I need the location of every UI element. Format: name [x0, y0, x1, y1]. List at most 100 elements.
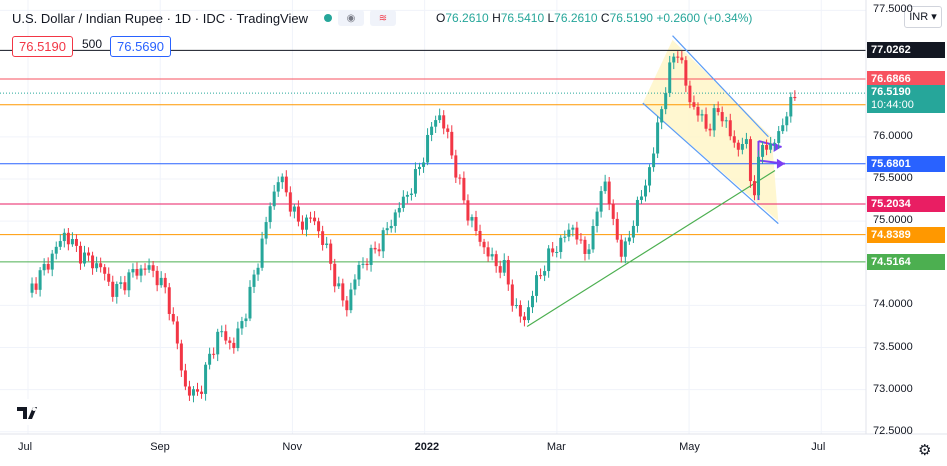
candle-body	[208, 353, 212, 365]
candle-body	[422, 162, 426, 167]
candle-body	[405, 194, 409, 197]
candle-body	[688, 85, 692, 103]
candle-body	[288, 192, 292, 212]
candle-body	[309, 217, 313, 219]
candle-body	[183, 370, 187, 387]
grid	[0, 0, 866, 434]
bars-icon[interactable]: ≋	[370, 10, 396, 26]
candle-body	[296, 206, 300, 222]
candle-body	[474, 217, 478, 231]
x-tick-label: 2022	[414, 441, 440, 453]
candle-body	[417, 166, 421, 170]
candle-body	[349, 289, 353, 311]
candle-body	[179, 343, 183, 371]
y-tick-label: 73.0000	[873, 382, 913, 395]
currency-button[interactable]: INR ▾	[904, 6, 942, 28]
x-tick-label: Nov	[282, 441, 302, 453]
candle-body	[345, 300, 349, 311]
channel-lower-line	[642, 102, 779, 225]
candle-body	[744, 139, 748, 144]
x-tick-label: Jul	[811, 441, 826, 453]
candle-body	[648, 167, 652, 186]
candle-body	[639, 196, 643, 200]
candle-body	[62, 232, 66, 242]
candle-body	[397, 207, 401, 213]
candle-body	[361, 263, 365, 265]
candle-body	[268, 206, 272, 223]
candle-body	[724, 120, 728, 122]
candle-body	[155, 270, 159, 286]
channel-upper-line	[672, 35, 769, 138]
y-tick-label: 74.0000	[873, 298, 913, 311]
arrow-head	[773, 141, 782, 152]
candle-body	[46, 263, 50, 270]
x-tick-label: Jul	[18, 441, 33, 453]
y-tick-label: 77.5000	[873, 3, 913, 16]
candle-body	[599, 191, 603, 212]
candle-body	[644, 185, 648, 197]
candle-body	[107, 273, 111, 282]
candle-body	[123, 282, 127, 291]
candle-body	[478, 230, 482, 242]
settings-icon[interactable]: ⚙	[918, 442, 932, 459]
candle-body	[502, 259, 506, 273]
sell-button[interactable]: 76.5190	[12, 36, 73, 57]
candle-body	[42, 263, 46, 271]
candle-body	[716, 108, 720, 113]
y-tick-label: 76.0000	[873, 129, 913, 142]
symbol-title[interactable]: U.S. Dollar / Indian Rupee · 1D · IDC · …	[12, 10, 308, 26]
candle-body	[595, 211, 599, 227]
candle-body	[321, 231, 325, 245]
candle-body	[583, 239, 587, 254]
candle-body	[377, 249, 381, 252]
candle-body	[514, 305, 518, 307]
eye-icon[interactable]: ◉	[338, 10, 364, 26]
candle-body	[777, 131, 781, 143]
candle-body	[196, 389, 200, 392]
candle-body	[631, 225, 635, 238]
candle-body	[434, 120, 438, 127]
level-tag: 75.6801	[867, 155, 945, 172]
buy-button[interactable]: 76.5690	[110, 36, 171, 57]
candle-body	[204, 364, 208, 394]
candle-body	[317, 221, 321, 232]
candle-body	[276, 182, 280, 192]
candle-body	[127, 272, 131, 291]
candle-body	[216, 331, 220, 355]
quantity-value: 500	[82, 37, 103, 51]
candle-body	[720, 112, 724, 122]
candle-body	[159, 277, 163, 286]
candle-body	[381, 230, 385, 252]
candle-body	[135, 268, 139, 276]
candle-body	[50, 253, 54, 270]
candle-body	[543, 271, 547, 276]
candle-body	[341, 283, 345, 301]
candle-body	[510, 284, 514, 306]
candle-body	[369, 247, 373, 265]
candle-body	[522, 316, 526, 321]
candle-body	[611, 203, 615, 219]
candle-body	[284, 176, 288, 193]
candle-body	[83, 252, 87, 264]
ohlc-values: O76.2610 H76.5410 L76.2610 C76.5190 +0.2…	[436, 11, 753, 25]
last-price-value: 76.5190	[871, 86, 911, 99]
candle-body	[413, 169, 417, 194]
candle-body	[466, 200, 470, 221]
candle-body	[393, 212, 397, 226]
candle-body	[736, 142, 740, 150]
candle-body	[78, 245, 82, 264]
candle-body	[175, 321, 179, 344]
tradingview-logo[interactable]	[12, 399, 44, 425]
candle-body	[530, 295, 534, 308]
candle-body	[373, 247, 377, 250]
candle-body	[401, 196, 405, 208]
candle-body	[365, 263, 369, 265]
candle-body	[732, 136, 736, 143]
candle-body	[95, 263, 99, 269]
candle-body	[329, 243, 333, 264]
candle-body	[389, 225, 393, 229]
candle-body	[167, 287, 171, 314]
candle-body	[692, 102, 696, 107]
